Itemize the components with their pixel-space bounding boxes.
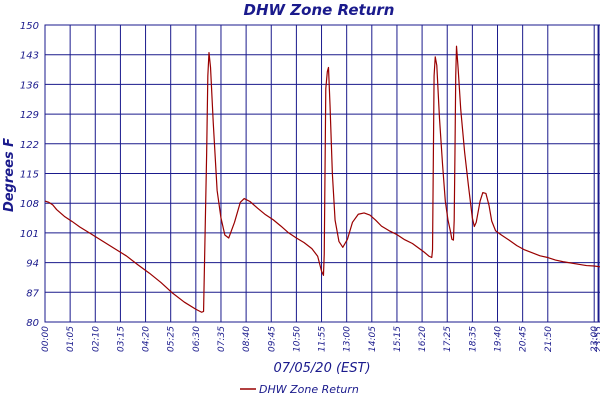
series-lines <box>44 45 600 313</box>
chart-title: DHW Zone Return <box>244 1 395 19</box>
x-tick-label: 20:45 <box>519 326 529 352</box>
x-tick-label: 18:35 <box>468 326 478 352</box>
y-tick-label: 101 <box>20 229 39 240</box>
y-tick-label: 122 <box>20 140 39 151</box>
y-tick-labels: 80 87 94 101 108 115 122 129 136 143 150 <box>20 21 40 329</box>
y-tick-label: 115 <box>20 170 39 181</box>
x-tick-label: 06:30 <box>192 326 202 352</box>
y-tick-label: 129 <box>20 110 39 121</box>
x-tick-label: 19:40 <box>494 326 504 352</box>
legend-label: DHW Zone Return <box>259 383 359 396</box>
y-tick-label: 94 <box>26 259 39 270</box>
x-tick-label: 16:20 <box>418 326 428 352</box>
grid <box>44 24 600 323</box>
x-tick-label: 02:10 <box>91 326 101 352</box>
x-tick-label: 14:05 <box>368 326 378 352</box>
y-tick-label: 108 <box>20 199 39 210</box>
y-tick-label: 87 <box>26 288 39 299</box>
y-axis-label: Degrees F <box>2 138 17 212</box>
x-tick-label: 03:15 <box>116 326 126 352</box>
x-tick-label: 11:55 <box>318 326 328 352</box>
x-tick-label: 17:25 <box>443 326 453 352</box>
plot-frame <box>44 24 600 323</box>
x-axis-label: 07/05/20 (EST) <box>273 361 370 376</box>
x-tick-label: 04:20 <box>142 326 152 352</box>
x-tick-label: 00:00 <box>41 326 51 352</box>
legend: DHW Zone Return <box>240 383 359 396</box>
x-tick-label: 09:45 <box>267 326 277 352</box>
y-tick-label: 143 <box>20 51 39 62</box>
x-tick-label: 07:35 <box>217 326 227 352</box>
x-tick-label: 10:50 <box>292 326 302 352</box>
x-tick-labels: 00:00 01:05 02:10 03:15 04:20 05:25 06:30 07:35… <box>41 326 600 352</box>
y-tick-label: 80 <box>26 318 39 329</box>
x-tick-label: 01:05 <box>66 326 76 352</box>
series-line <box>44 45 600 313</box>
x-tick-label: 21:50 <box>544 326 554 352</box>
y-tick-label: 150 <box>20 21 39 32</box>
x-tick-label: 05:25 <box>167 326 177 352</box>
x-tick-label: 13:00 <box>343 326 353 352</box>
x-tick-label: 23:55 <box>594 326 600 352</box>
x-tick-label: 08:40 <box>242 326 252 352</box>
x-tick-label: 15:15 <box>393 326 403 352</box>
x-tick-label: 23:00 <box>590 326 600 352</box>
y-tick-label: 136 <box>20 80 39 91</box>
